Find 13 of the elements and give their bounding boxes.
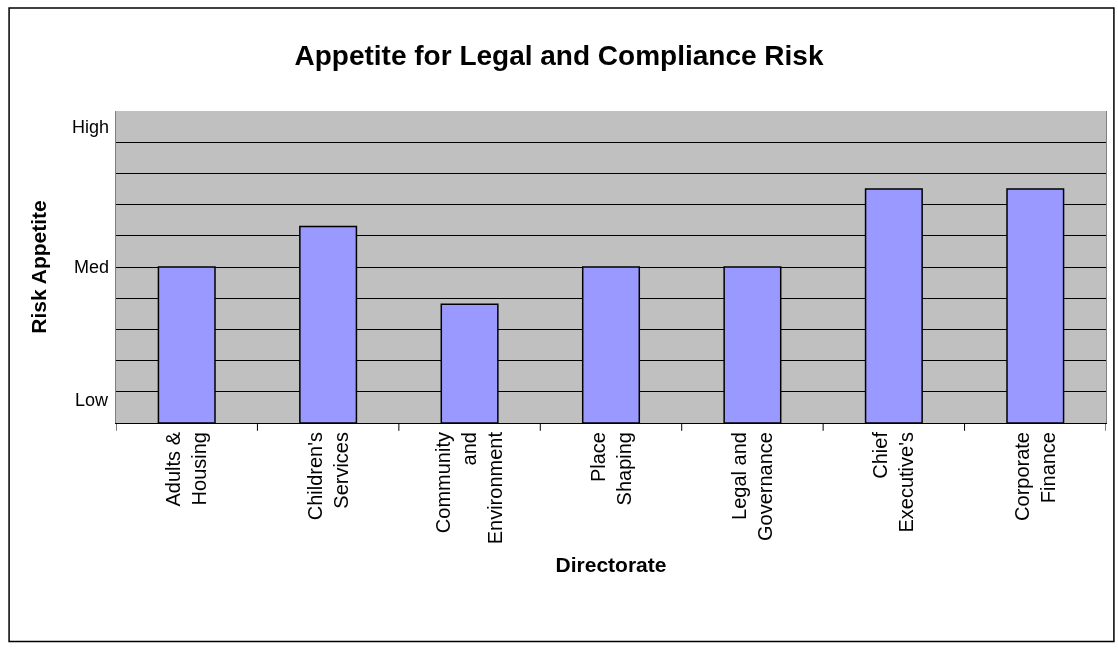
text: Low: [75, 390, 110, 410]
x-tick-label: Community and Environment: [432, 431, 507, 545]
x-tick-label: Chief Executive's: [869, 431, 918, 533]
text: High: [72, 117, 110, 137]
x-tick-label: Children's Services: [303, 432, 352, 521]
x-tick-label: Corporate Finance: [1010, 432, 1059, 521]
x-tick-label: Legal and Governance: [727, 432, 776, 541]
chart-title: Appetite for Legal and Compliance Risk: [294, 40, 824, 72]
text: Med: [74, 257, 110, 277]
y-axis-title: Risk Appetite: [27, 200, 51, 334]
x-tick-label: Place Shaping: [586, 432, 635, 506]
x-axis-title: Directorate: [555, 553, 667, 577]
x-tick-label: Adults & Housing: [162, 431, 211, 507]
